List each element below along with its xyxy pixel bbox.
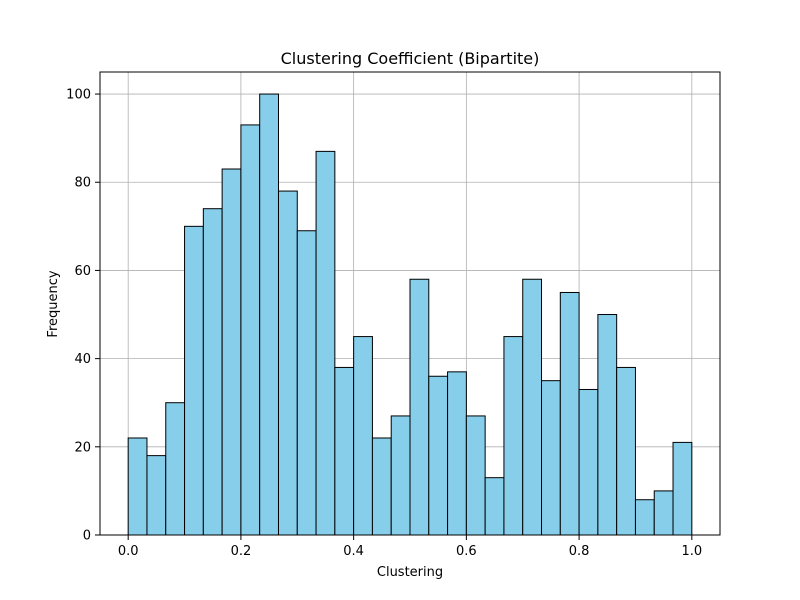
histogram-bar xyxy=(465,415,486,536)
bar-layer xyxy=(127,93,693,536)
x-tick-label: 0.8 xyxy=(569,544,590,559)
y-tick-label: 0 xyxy=(83,529,91,544)
histogram-bar xyxy=(409,278,430,536)
histogram-bar xyxy=(541,380,561,536)
histogram-bar xyxy=(353,336,373,536)
histogram-bar xyxy=(296,230,317,536)
histogram-bar xyxy=(277,190,298,536)
histogram-bar xyxy=(578,388,599,536)
x-tick-label: 0.0 xyxy=(118,544,139,559)
histogram-bar xyxy=(146,455,167,536)
y-tick-label: 100 xyxy=(66,88,91,103)
histogram-bar xyxy=(221,168,242,536)
histogram-bar xyxy=(334,366,355,536)
histogram-bar xyxy=(503,336,524,536)
y-tick-label: 60 xyxy=(74,264,91,279)
histogram-bar xyxy=(202,208,223,536)
x-tick-label: 1.0 xyxy=(681,544,702,559)
histogram-bar xyxy=(447,371,467,536)
y-tick-label: 20 xyxy=(74,440,91,455)
histogram-bar xyxy=(371,437,392,536)
x-axis-label: Clustering xyxy=(377,565,443,580)
plot-frame xyxy=(99,71,721,536)
histogram-bar xyxy=(653,490,674,536)
histogram-bar xyxy=(127,437,148,536)
histogram-bar xyxy=(522,278,543,536)
histogram-bar xyxy=(184,225,204,536)
histogram-bar xyxy=(672,441,693,536)
chart-title: Clustering Coefficient (Bipartite) xyxy=(281,49,540,68)
y-tick-label: 40 xyxy=(74,352,91,367)
histogram-bar xyxy=(616,366,636,536)
histogram-bar xyxy=(259,93,279,536)
histogram-bar xyxy=(165,402,186,536)
histogram-bar xyxy=(484,477,505,536)
histogram-bar xyxy=(240,124,261,536)
histogram-bar xyxy=(428,375,449,536)
histogram-bar xyxy=(634,499,655,536)
histogram-bar xyxy=(559,291,580,536)
y-axis-label: Frequency xyxy=(46,270,61,337)
x-tick-label: 0.2 xyxy=(231,544,252,559)
x-tick-label: 0.4 xyxy=(343,544,364,559)
axes-layer: 0.0 0.2 0.4 0.6 0.8 1.0 0 20 40 60 80 100 xyxy=(66,71,721,559)
histogram-bar xyxy=(597,314,618,536)
histogram-bar xyxy=(390,415,411,536)
y-tick-label: 80 xyxy=(74,176,91,191)
x-tick-label: 0.6 xyxy=(456,544,477,559)
histogram-bar xyxy=(315,150,336,536)
